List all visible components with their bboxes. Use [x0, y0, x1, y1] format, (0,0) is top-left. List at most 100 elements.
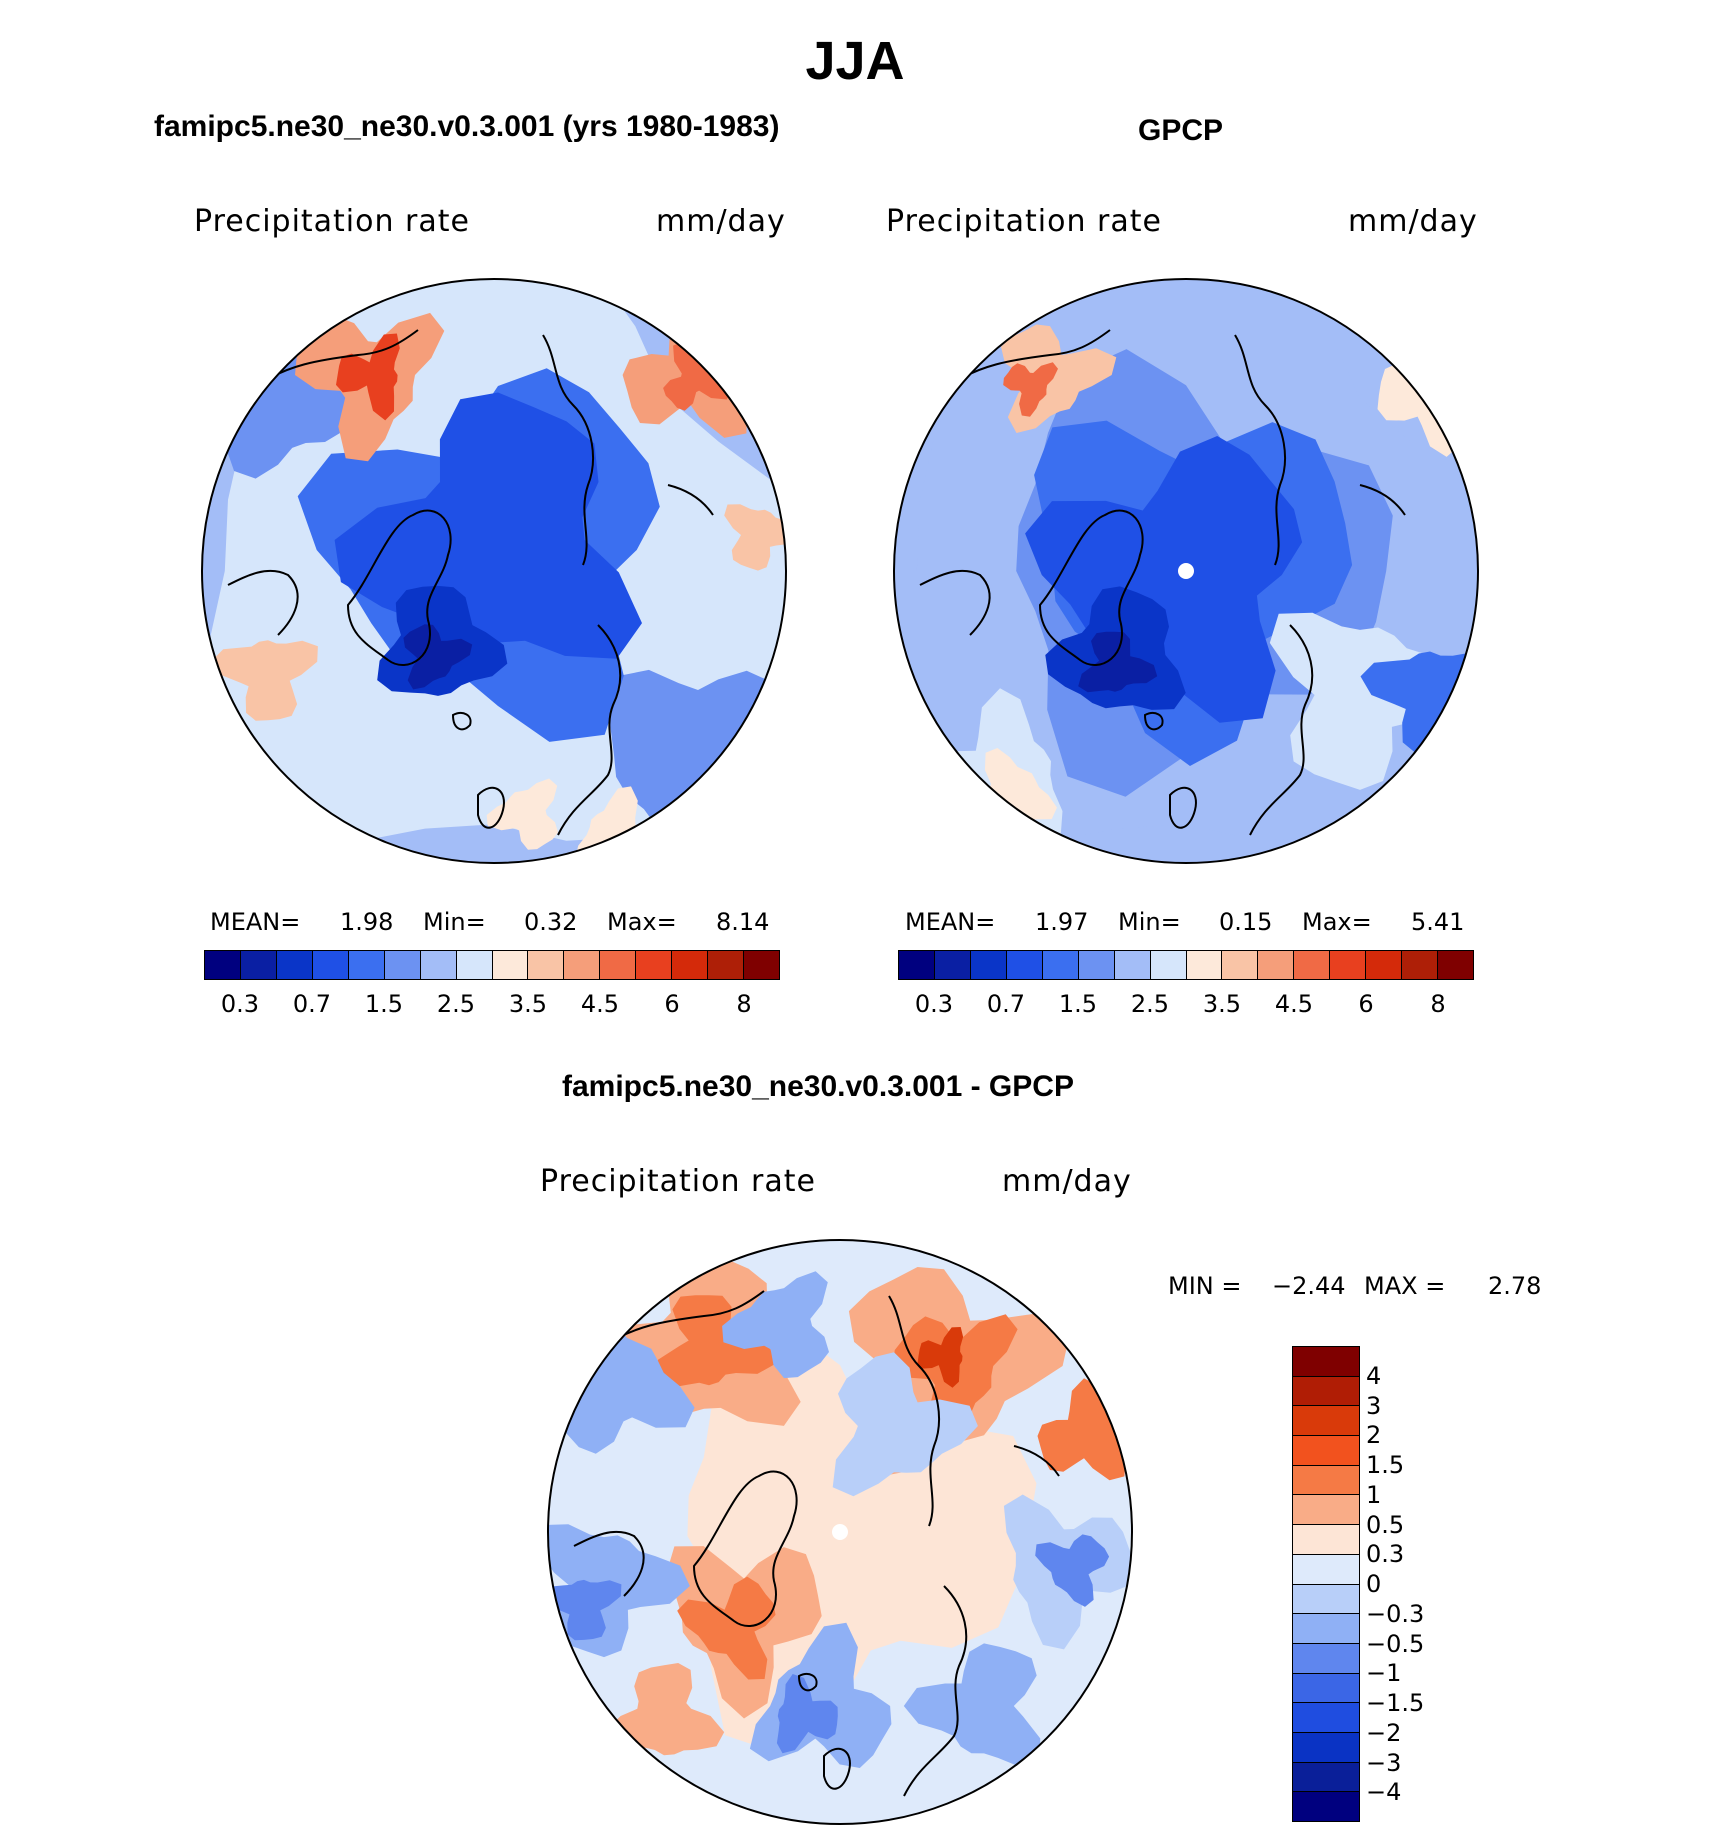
colorbar-tick-label: −3 — [1366, 1748, 1402, 1777]
colorbar-swatch — [1293, 1614, 1359, 1644]
colorbar-tick-label: 0.7 — [292, 990, 332, 1018]
colorbar-swatch — [1293, 1554, 1359, 1585]
colorbar-swatch — [1293, 1584, 1359, 1615]
field-contour — [212, 640, 318, 721]
panel3-polar-map — [547, 1239, 1133, 1825]
panel1-colorbar — [204, 950, 780, 980]
colorbar-tick-label: 2 — [1366, 1421, 1382, 1450]
colorbar-swatch — [456, 951, 493, 979]
colorbar-swatch — [1042, 951, 1079, 979]
colorbar-tick-label: −0.3 — [1366, 1599, 1425, 1628]
colorbar-swatch — [1366, 951, 1403, 979]
colorbar-swatch — [276, 951, 313, 979]
coastline — [346, 509, 452, 666]
precip-field — [548, 1240, 1132, 1824]
colorbar-tick-label: −1.5 — [1366, 1689, 1425, 1717]
colorbar-swatch — [1293, 1762, 1359, 1793]
coastline — [573, 1530, 645, 1597]
colorbar-tick-label: 2.5 — [1130, 990, 1170, 1018]
panel2-mean-label: MEAN= — [905, 908, 996, 936]
colorbar-swatch — [1293, 1732, 1359, 1763]
colorbar-swatch — [1293, 1673, 1359, 1704]
colorbar-swatch — [1150, 951, 1187, 979]
colorbar-swatch — [420, 951, 457, 979]
colorbar-tick-label: 3.5 — [1202, 990, 1242, 1018]
colorbar-swatch — [528, 951, 565, 979]
field-contour — [677, 1576, 776, 1680]
panel3-max-value: 2.78 — [1488, 1272, 1542, 1300]
colorbar-swatch — [600, 951, 637, 979]
field-contour — [1035, 1534, 1110, 1607]
coastline — [797, 1673, 818, 1692]
colorbar-tick-label: 6 — [1358, 990, 1374, 1018]
field-contour — [1025, 436, 1303, 723]
colorbar-swatch — [1293, 1436, 1359, 1466]
colorbar-swatch — [1293, 1643, 1359, 1674]
field-contour — [403, 624, 473, 690]
colorbar-tick-label: 4.5 — [1274, 990, 1314, 1018]
colorbar-tick-label: 0.3 — [220, 990, 260, 1018]
colorbar-swatch — [1402, 951, 1439, 979]
colorbar-swatch — [1293, 1495, 1359, 1526]
coastline — [919, 569, 991, 636]
panel1-title: famipc5.ne30_ne30.v0.3.001 (yrs 1980-198… — [154, 110, 780, 143]
colorbar-swatch — [384, 951, 421, 979]
colorbar-tick-label: 1.5 — [1366, 1451, 1405, 1479]
colorbar-swatch — [672, 951, 709, 979]
panel2-title: GPCP — [1138, 114, 1224, 147]
colorbar-swatch — [1293, 1376, 1359, 1407]
coastline — [257, 329, 419, 386]
panel3-colorbar — [1292, 1346, 1360, 1822]
field-contour — [1003, 362, 1058, 417]
field-contour — [604, 1663, 725, 1756]
panel2-min-value: 0.15 — [1219, 908, 1273, 936]
colorbar-tick-label: 0.5 — [1366, 1510, 1405, 1539]
colorbar-tick-label: 4.5 — [580, 990, 620, 1018]
coastline — [692, 1470, 798, 1627]
coastline — [557, 624, 622, 836]
colorbar-swatch — [564, 951, 601, 979]
field-contour — [486, 778, 558, 850]
precip-field — [894, 279, 1478, 863]
colorbar-swatch — [636, 951, 673, 979]
colorbar-tick-label: 1.5 — [1058, 990, 1098, 1018]
pole-hole — [1178, 563, 1194, 579]
colorbar-swatch — [1293, 1703, 1359, 1733]
panel1-polar-map — [201, 278, 787, 864]
colorbar-swatch — [1293, 1792, 1359, 1821]
colorbar-tick-label: −1 — [1366, 1659, 1402, 1688]
map-boundary — [547, 1239, 1133, 1825]
coastline — [888, 1295, 940, 1527]
panel3-min-value: −2.44 — [1272, 1272, 1346, 1300]
panel3-max-label: MAX = — [1364, 1272, 1446, 1300]
field-contour — [722, 1271, 829, 1379]
coastline — [1169, 786, 1197, 829]
colorbar-swatch — [1293, 1347, 1359, 1377]
coastline — [1143, 712, 1164, 731]
colorbar-tick-label: 1.5 — [364, 990, 404, 1018]
colorbar-swatch — [1258, 951, 1295, 979]
colorbar-tick-label: 8 — [1430, 990, 1446, 1018]
coastline — [1234, 334, 1286, 566]
colorbar-tick-label: −4 — [1366, 1778, 1402, 1807]
colorbar-tick-label: 0.7 — [986, 990, 1026, 1018]
coastline — [903, 1585, 968, 1797]
field-contour — [607, 669, 786, 863]
colorbar-tick-label: 3.5 — [508, 990, 548, 1018]
colorbar-tick-label: 6 — [664, 990, 680, 1018]
panel1-variable-label: Precipitation rate — [194, 204, 470, 239]
colorbar-tick-label: 3 — [1366, 1391, 1382, 1420]
panel2-variable-label: Precipitation rate — [886, 204, 1162, 239]
colorbar-tick-label: 4 — [1366, 1361, 1382, 1390]
field-contour — [776, 1674, 838, 1754]
coastline — [477, 786, 505, 829]
panel2-colorbar — [898, 950, 1474, 980]
coastline — [603, 1290, 765, 1347]
coastline — [823, 1747, 851, 1790]
colorbar-tick-label: 8 — [736, 990, 752, 1018]
colorbar-swatch — [1114, 951, 1151, 979]
coastline — [451, 712, 472, 731]
panel1-mean-label: MEAN= — [210, 908, 301, 936]
colorbar-tick-label: 0.3 — [914, 990, 954, 1018]
colorbar-tick-label: −0.5 — [1366, 1629, 1425, 1658]
